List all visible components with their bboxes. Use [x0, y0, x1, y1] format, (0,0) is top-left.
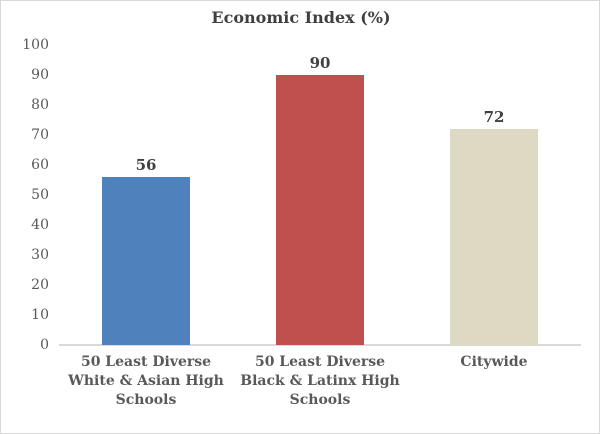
bar-value-label: 72: [483, 108, 505, 126]
category-label: Citywide: [460, 354, 528, 370]
chart-title: Economic Index (%): [211, 8, 391, 27]
y-tick-label: 100: [22, 37, 49, 53]
bar-value-label: 56: [135, 156, 157, 174]
y-tick-label: 10: [31, 307, 49, 323]
bar: [102, 177, 190, 345]
y-tick-label: 40: [31, 217, 49, 233]
x-axis-line: [59, 344, 581, 346]
y-tick-label: 30: [31, 247, 49, 263]
y-tick-label: 80: [31, 97, 49, 113]
y-tick-label: 20: [31, 277, 49, 293]
y-tick-label: 90: [31, 67, 49, 83]
y-tick-label: 50: [31, 187, 49, 203]
bar: [276, 75, 364, 345]
y-tick-label: 70: [31, 127, 49, 143]
y-tick-label: 0: [40, 337, 49, 353]
category-label: 50 Least Diverse Black & Latinx High Sch…: [240, 354, 400, 408]
bar-value-label: 90: [309, 54, 331, 72]
category-label: 50 Least Diverse White & Asian High Scho…: [68, 354, 224, 408]
bar: [450, 129, 538, 345]
y-tick-label: 60: [31, 157, 49, 173]
